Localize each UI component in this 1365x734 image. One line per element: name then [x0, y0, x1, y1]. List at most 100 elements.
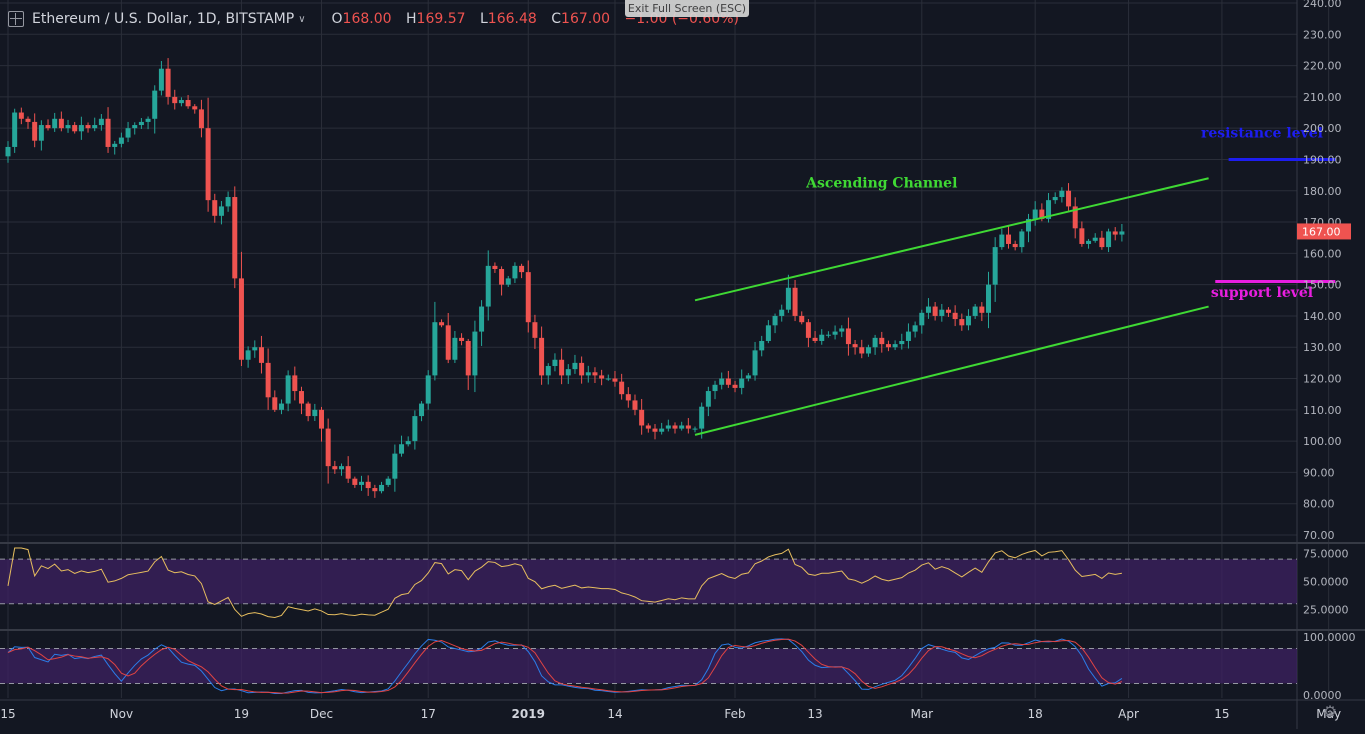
candle-body	[979, 306, 985, 313]
candle-body	[899, 340, 905, 345]
candle-body	[619, 381, 625, 395]
price-tick-label-3: 210.00	[1303, 91, 1342, 104]
exit-fullscreen-button[interactable]: Exit Full Screen (ESC)	[625, 0, 749, 17]
candle-body	[439, 322, 445, 326]
candle-body	[58, 118, 64, 129]
time-tick-label-3: Dec	[310, 707, 333, 721]
price-tick-label-16: 80.00	[1303, 498, 1335, 511]
open-label: O	[331, 11, 343, 27]
candle-body	[445, 325, 451, 360]
time-tick-label-2: 19	[234, 707, 249, 721]
candle-body	[839, 328, 845, 332]
candle-body	[25, 118, 31, 122]
candle-body	[1039, 209, 1045, 219]
stoch-d-line	[7, 638, 1123, 694]
rsi-tick-label-0: 75.0000	[1303, 548, 1349, 561]
candle-body	[1079, 228, 1085, 244]
resistance-level-label: resistance level	[1201, 126, 1323, 142]
chevron-down-icon[interactable]: ∨	[298, 13, 306, 25]
candle-body	[519, 265, 525, 273]
candle-body	[138, 121, 144, 126]
low-label: L	[479, 11, 488, 27]
candle-body	[759, 340, 765, 351]
price-tick-label-4: 200.00	[1303, 122, 1342, 135]
candle-body	[719, 378, 725, 385]
candle-body	[112, 143, 118, 147]
candle-body	[339, 466, 344, 470]
candle-body	[318, 409, 324, 429]
price-tick-label-2: 220.00	[1303, 60, 1342, 73]
candle-body	[178, 100, 184, 104]
candle-body	[185, 100, 191, 107]
high-value: 169.57	[416, 11, 466, 27]
gear-icon[interactable]: ⚙	[1322, 704, 1338, 721]
candle-body	[932, 306, 938, 316]
price-tick-label-1: 230.00	[1303, 28, 1342, 41]
candle-body	[805, 322, 811, 338]
candle-body	[925, 306, 931, 313]
candle-body	[585, 372, 591, 376]
candle-body	[792, 287, 798, 316]
last-price-label: 167.00	[1302, 225, 1341, 238]
stoch-tick-label-0: 100.0000	[1303, 631, 1356, 644]
candle-body	[365, 481, 371, 489]
candle-body	[52, 118, 58, 129]
candle-body	[745, 375, 751, 379]
candle-body	[292, 375, 298, 392]
candle-body	[865, 347, 871, 354]
time-tick-label-11: Apr	[1118, 707, 1139, 721]
candle-body	[905, 331, 911, 341]
candle-body	[198, 109, 204, 129]
candle-body	[359, 481, 365, 485]
candle-body	[705, 391, 711, 407]
candle-body	[679, 425, 685, 429]
candle-body	[419, 403, 425, 417]
candle-body	[145, 118, 151, 122]
rsi-tick-label-2: 25.0000	[1303, 603, 1349, 616]
candle-body	[879, 337, 885, 345]
candle-body	[659, 428, 665, 432]
candle-body	[1106, 231, 1112, 248]
time-tick-label-8: 13	[807, 707, 822, 721]
stoch-tick-label-1: 0.0000	[1303, 689, 1342, 702]
candle-body	[252, 347, 258, 351]
time-tick-label-4: 17	[421, 707, 436, 721]
candle-body	[819, 334, 825, 341]
expand-icon[interactable]	[8, 11, 24, 27]
candle-body	[72, 125, 78, 132]
rsi-line	[7, 547, 1122, 618]
candle-body	[1012, 243, 1018, 248]
candle-body	[772, 315, 778, 326]
open-value: 168.00	[342, 11, 392, 27]
candle-body	[392, 453, 398, 479]
candle-body	[212, 200, 218, 216]
candle-body	[919, 312, 925, 326]
candle-body	[565, 369, 571, 376]
candle-body	[432, 322, 438, 376]
price-tick-label-6: 180.00	[1303, 185, 1342, 198]
candle-body	[732, 384, 738, 388]
candle-body	[192, 106, 198, 110]
symbol-title[interactable]: Ethereum / U.S. Dollar, 1D, BITSTAMP	[32, 11, 295, 27]
candle-body	[532, 322, 538, 338]
price-tick-label-5: 190.00	[1303, 153, 1342, 166]
candle-body	[572, 362, 578, 370]
candle-body	[552, 359, 558, 367]
candle-body	[298, 391, 304, 404]
candle-body	[125, 128, 131, 138]
candle-body	[12, 112, 18, 147]
candle-body	[232, 197, 238, 279]
candle-body	[1086, 240, 1092, 244]
price-tick-label-10: 140.00	[1303, 310, 1342, 323]
candle-body	[632, 400, 638, 410]
candle-body	[739, 378, 745, 388]
candle-body	[1066, 190, 1072, 207]
candle-body	[405, 441, 411, 445]
candle-body	[265, 362, 271, 398]
candle-body	[1019, 231, 1025, 248]
price-tick-label-8: 160.00	[1303, 247, 1342, 260]
candle-body	[225, 197, 231, 207]
rsi-band	[0, 559, 1297, 604]
